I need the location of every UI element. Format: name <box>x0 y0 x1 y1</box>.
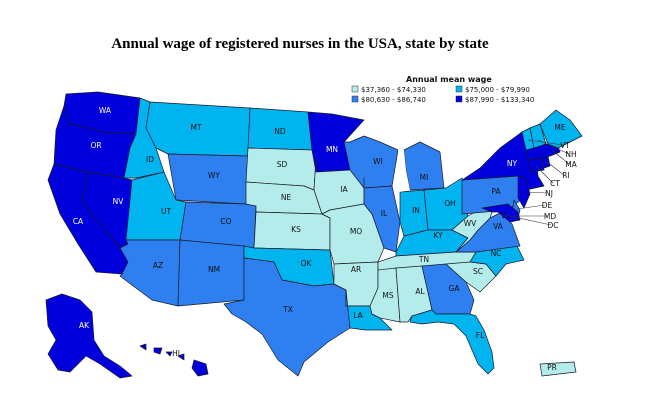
state-label-fl: FL <box>476 331 485 340</box>
state-md <box>481 203 521 223</box>
state-hi-part-4 <box>177 353 185 361</box>
state-label-pa: PA <box>491 187 501 196</box>
leader-line-nh <box>537 139 570 155</box>
state-label-sd: SD <box>277 160 288 169</box>
state-hi-part-3 <box>165 351 173 357</box>
state-label-wi: WI <box>373 157 383 166</box>
state-label-nh: NH <box>565 150 576 159</box>
state-label-mi: MI <box>420 173 429 182</box>
state-label-vt: VT <box>560 141 570 150</box>
state-label-oh: OH <box>444 199 456 208</box>
state-label-ok: OK <box>301 259 313 268</box>
state-label-nc: NC <box>491 249 502 258</box>
legend-label-3: $80,630 - $86,740 <box>361 96 426 104</box>
state-hi-part-2 <box>153 347 163 355</box>
state-nj <box>517 175 531 209</box>
state-label-ne: NE <box>281 193 292 202</box>
state-me <box>539 109 583 149</box>
state-nm <box>177 239 245 307</box>
state-label-de: DE <box>542 201 553 210</box>
state-label-mn: MN <box>326 145 338 154</box>
legend-swatch-1 <box>351 85 359 93</box>
state-hi-part-1 <box>139 343 147 351</box>
legend-swatch-3 <box>351 95 359 103</box>
state-label-tn: TN <box>418 255 429 264</box>
state-label-al: AL <box>415 287 425 296</box>
state-label-la: LA <box>353 311 363 320</box>
states-layer <box>45 91 583 379</box>
label-leader-lines <box>504 139 570 226</box>
state-labels-layer: WA OR CA NV ID MT WY UT CO AZ NM ND SD NE KS OK TX MN IA MO… <box>73 106 578 372</box>
legend-swatch-2 <box>455 85 463 93</box>
state-label-ia: IA <box>340 185 348 194</box>
legend-label-1: $37,360 - $74,330 <box>361 86 426 94</box>
state-label-ma: MA <box>565 160 577 169</box>
state-label-ar: AR <box>351 265 361 274</box>
state-il <box>363 177 401 253</box>
state-label-tx: TX <box>282 305 293 314</box>
state-label-wy: WY <box>208 171 220 180</box>
leader-line-ct <box>535 165 554 184</box>
state-label-mt: MT <box>190 123 201 132</box>
state-label-wa: WA <box>99 106 112 115</box>
state-label-nd: ND <box>274 127 286 136</box>
leader-line-ri <box>546 161 565 176</box>
state-label-nj: NJ <box>545 189 553 198</box>
legend-label-4: $87,990 - $133,340 <box>465 96 534 104</box>
state-ak <box>45 293 133 379</box>
state-hi-part-5 <box>191 359 209 377</box>
state-label-ms: MS <box>382 291 393 300</box>
state-label-ky: KY <box>433 231 443 240</box>
leader-line-de <box>516 204 546 210</box>
state-label-sc: SC <box>473 267 483 276</box>
state-az <box>119 239 181 307</box>
state-label-nv: NV <box>113 197 125 206</box>
state-label-wv: WV <box>464 219 477 228</box>
state-label-ks: KS <box>291 225 301 234</box>
state-label-ca: CA <box>73 217 84 226</box>
state-pr <box>539 361 577 377</box>
state-label-nm: NM <box>208 265 220 274</box>
leader-line-dc <box>504 214 552 226</box>
state-label-in: IN <box>412 206 420 215</box>
state-label-ct: CT <box>550 179 560 188</box>
state-label-ut: UT <box>161 207 171 216</box>
state-label-me: ME <box>554 123 565 132</box>
legend-items: $37,360 - $74,330 $75,000 - $79,990 $80,63… <box>351 85 534 104</box>
state-label-ny: NY <box>507 159 518 168</box>
state-label-or: OR <box>90 141 101 150</box>
state-label-ri: RI <box>562 171 569 180</box>
legend-label-2: $75,000 - $79,990 <box>465 86 530 94</box>
state-mo <box>321 203 385 265</box>
state-label-az: AZ <box>153 261 163 270</box>
map-title: Annual wage of registered nurses in the … <box>111 36 489 52</box>
lake-michigan <box>398 150 410 192</box>
state-ct <box>527 157 545 173</box>
state-fl <box>409 309 495 375</box>
leader-line-nj <box>525 191 548 194</box>
state-label-mo: MO <box>350 227 362 236</box>
leader-line-vt <box>527 139 564 146</box>
state-label-ga: GA <box>449 284 461 293</box>
state-label-md: MD <box>544 212 556 221</box>
state-tx <box>223 257 351 377</box>
legend-swatch-4 <box>455 95 463 103</box>
state-label-co: CO <box>220 217 231 226</box>
state-label-dc: DC <box>547 221 558 230</box>
state-label-pr: PR <box>547 363 557 372</box>
state-label-hi: HI <box>172 349 180 358</box>
state-mi <box>403 141 445 191</box>
legend-title: Annual mean wage <box>406 75 492 84</box>
state-label-id: ID <box>146 155 154 164</box>
state-label-ak: AK <box>79 321 90 330</box>
state-label-va: VA <box>493 222 504 231</box>
leader-line-ma <box>551 149 570 165</box>
state-label-il: IL <box>381 209 388 218</box>
legend: Annual mean wage $37,360 - $74,330 $75,00… <box>351 75 534 104</box>
